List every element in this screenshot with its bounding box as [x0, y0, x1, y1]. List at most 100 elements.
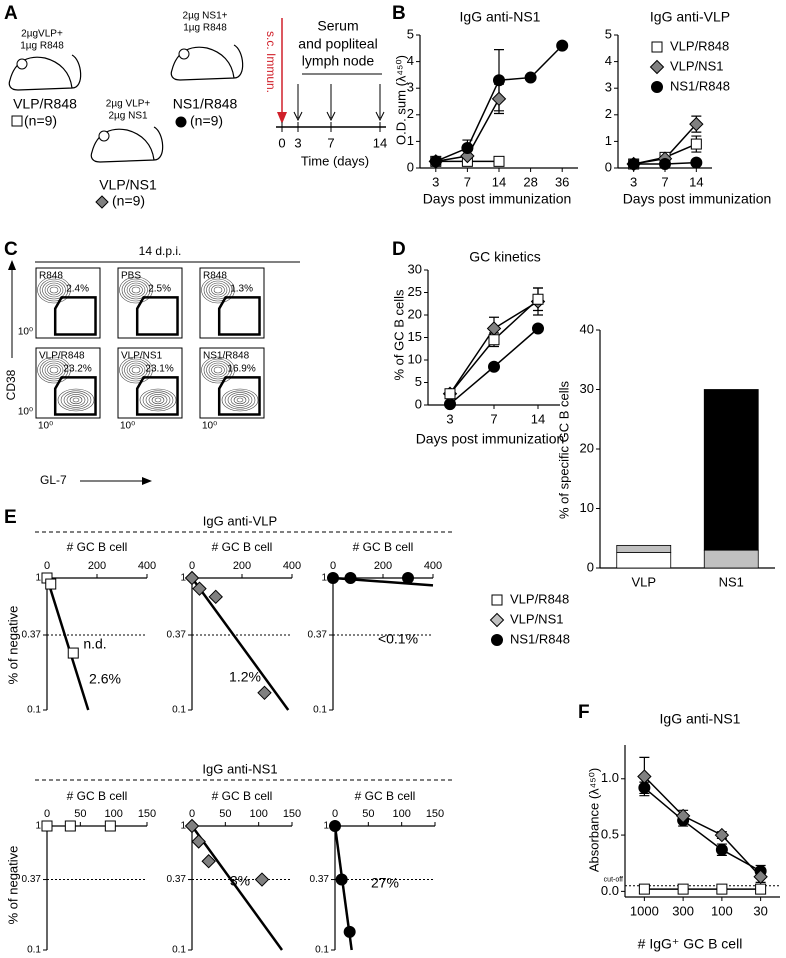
- y-tick-label: 4: [605, 53, 612, 68]
- legend-marker: [491, 594, 503, 606]
- contour: [227, 392, 253, 408]
- chart-title: GC kinetics: [469, 249, 541, 265]
- contour: [47, 284, 61, 296]
- sampling-text: Serum: [317, 18, 358, 34]
- contour: [69, 395, 83, 405]
- gate-percent: 23.1%: [145, 364, 173, 375]
- marker: [104, 820, 116, 832]
- x-tick-label: 200: [88, 560, 106, 572]
- y-tick-label: 3: [407, 80, 414, 95]
- sampling-text: lymph node: [302, 53, 375, 69]
- y-axis-label: O.D. sum (λ⁴⁵⁰): [393, 55, 408, 145]
- contour: [126, 362, 146, 378]
- annotation: 27%: [371, 875, 399, 891]
- y-tick-label: 1: [323, 821, 329, 832]
- y-tick-label: 0.1: [27, 945, 41, 956]
- plot-label: VLP/NS1: [121, 351, 163, 362]
- y-tick-label: 0.1: [172, 945, 186, 956]
- contour: [121, 358, 151, 382]
- x-tick-label: 150: [426, 808, 444, 820]
- marker: [637, 769, 652, 784]
- mouse-ear: [178, 48, 190, 60]
- marker: [45, 578, 57, 590]
- contour: [230, 394, 250, 406]
- axis-tick: 10⁰: [38, 421, 53, 432]
- time-tick: 0: [278, 135, 285, 150]
- contour: [44, 282, 64, 298]
- contour: [42, 360, 66, 380]
- flow-x-label: GL-7: [40, 473, 67, 487]
- marker: [659, 158, 671, 171]
- schematic: 2µgVLP+ 1µg R848 VLP/R848 (n=9) 2µg VLP+…: [11, 11, 387, 209]
- contour: [211, 364, 225, 376]
- group-n: (n=9): [190, 113, 223, 129]
- marker: [493, 74, 505, 87]
- legend-marker: [649, 59, 665, 75]
- marker: [64, 820, 76, 832]
- y-tick-label: 30: [580, 381, 594, 396]
- legend-label: VLP/R848: [670, 38, 729, 53]
- marker: [715, 843, 728, 856]
- y-tick-label: 1: [407, 133, 414, 148]
- contour: [126, 282, 146, 298]
- plot-label: PBS: [121, 271, 141, 282]
- contour: [201, 276, 235, 304]
- dose: 1µg R848: [20, 41, 64, 52]
- annotation: <0.1%: [378, 631, 418, 647]
- legend-label: VLP/NS1: [510, 611, 563, 626]
- x-tick-label: 200: [233, 560, 251, 572]
- flow-plot-frame: [117, 267, 183, 339]
- time-tick: 14: [373, 135, 387, 150]
- contour: [131, 286, 141, 294]
- dose: 2µg VLP+: [106, 99, 151, 110]
- flow-plot-frame: [117, 347, 183, 419]
- contour: [66, 394, 86, 406]
- marker: [461, 142, 474, 155]
- x-tick-label: 300: [672, 903, 694, 918]
- contour: [44, 362, 64, 378]
- y-tick-label: 15: [408, 329, 422, 344]
- y-tick-label: 10: [408, 351, 422, 366]
- y-tick-label: 2: [605, 106, 612, 121]
- contour: [42, 280, 66, 300]
- marker: [184, 570, 200, 586]
- contour: [49, 366, 59, 374]
- legend-label: VLP/R848: [510, 591, 569, 606]
- chart-title: IgG anti-VLP: [650, 9, 730, 25]
- x-tick-label: 7: [490, 411, 497, 426]
- annotation: 2.6%: [89, 671, 121, 687]
- chart-title: # GC B cell: [355, 789, 416, 803]
- dose: 2µg NS1: [108, 111, 148, 122]
- x-tick-label: 100: [249, 808, 267, 820]
- contour: [72, 397, 80, 403]
- mouse-ear: [98, 130, 110, 142]
- y-tick-label: 1: [35, 573, 41, 584]
- y-tick-label: 0.37: [22, 874, 42, 885]
- flow-title: 14 d.p.i.: [139, 244, 182, 258]
- marker: [675, 808, 691, 824]
- contour: [213, 286, 223, 294]
- y-axis-label: % of GC B cells: [391, 289, 406, 381]
- marker: [208, 589, 223, 605]
- chart-title: # GC B cell: [67, 789, 128, 803]
- group-n: (n=9): [112, 193, 145, 209]
- series-line: [643, 787, 761, 872]
- contour: [39, 278, 69, 302]
- marker: [714, 827, 730, 843]
- y-tick-label: 0.37: [167, 874, 187, 885]
- chart-title: # GC B cell: [212, 789, 273, 803]
- marker: [556, 39, 569, 52]
- marker: [335, 873, 348, 886]
- marker: [402, 572, 414, 584]
- contour: [206, 280, 230, 300]
- panel-label: B: [392, 3, 406, 24]
- x-tick-label: 7: [464, 174, 471, 189]
- marker: [429, 155, 442, 168]
- axis-tick: 10⁰: [18, 327, 33, 338]
- contour: [233, 395, 247, 405]
- x-tick-label: 3: [446, 411, 453, 426]
- fit-line: [190, 577, 290, 711]
- gate-percent: 16.9%: [227, 364, 255, 375]
- x-tick-label: NS1: [719, 574, 744, 589]
- contour: [57, 388, 95, 412]
